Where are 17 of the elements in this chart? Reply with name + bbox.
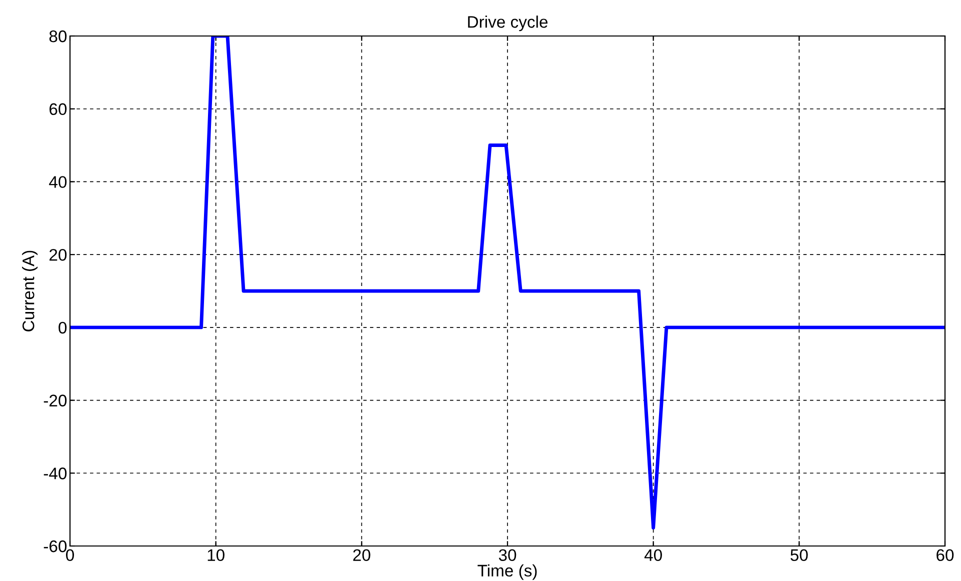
y-tick-label: -20 <box>44 394 67 406</box>
y-tick-label: 0 <box>58 322 67 334</box>
x-tick-label: 30 <box>498 549 516 562</box>
x-tick-label: 40 <box>644 549 662 562</box>
chart-title: Drive cycle <box>468 16 548 32</box>
y-tick-label: -60 <box>44 540 67 552</box>
x-tick-label: 50 <box>790 549 808 562</box>
y-tick-label: 20 <box>50 248 67 261</box>
y-tick-label: 40 <box>49 176 67 188</box>
y-tick-label: 80 <box>49 30 67 42</box>
x-axis-title: Time (s) <box>478 564 537 580</box>
y-tick-label: -40 <box>44 468 67 480</box>
y-tick-label: 60 <box>50 103 67 116</box>
x-tick-label: 60 <box>936 549 954 562</box>
y-axis-title: Current (A) <box>22 250 38 332</box>
x-tick-label: 20 <box>353 549 370 562</box>
x-tick-label: 10 <box>208 549 224 562</box>
